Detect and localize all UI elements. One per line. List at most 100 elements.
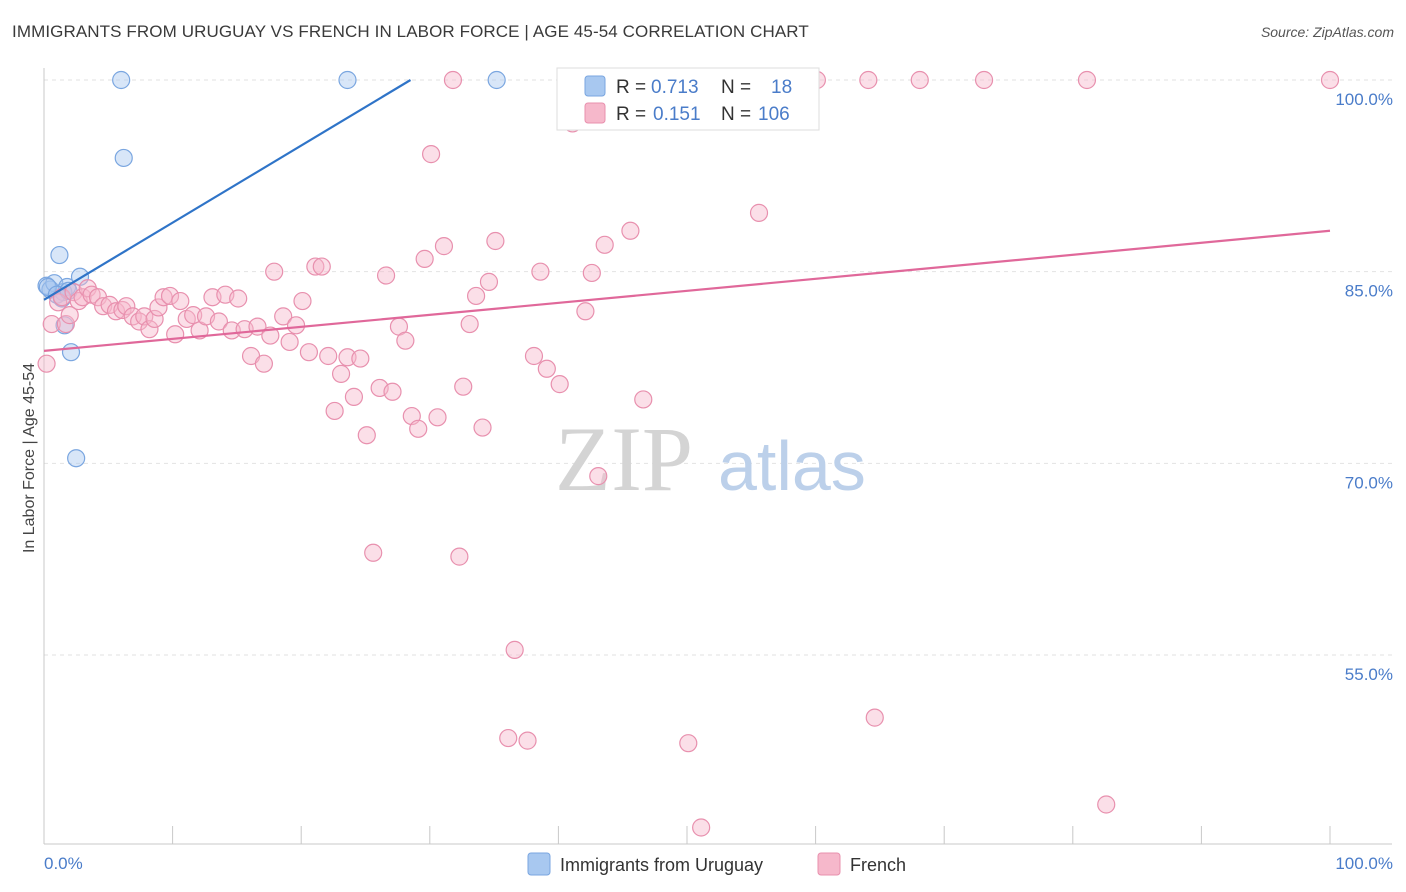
- point-french-35: [229, 289, 248, 308]
- point-french-79: [524, 346, 544, 366]
- point-french-5: [60, 306, 79, 325]
- point-french-64: [415, 249, 434, 268]
- point-uruguay-3: [50, 245, 69, 265]
- tick-labels: 100.0% 85.0% 70.0% 55.0% 0.0% 100.0%: [44, 90, 1393, 873]
- legend-r-label-2: R =: [616, 104, 646, 125]
- point-french-87: [589, 467, 608, 486]
- point-french-53: [344, 387, 364, 406]
- point-french-42: [274, 307, 293, 326]
- point-french-28: [184, 306, 203, 325]
- point-french-32: [209, 312, 228, 331]
- point-french-43: [280, 332, 299, 352]
- point-french-21: [145, 309, 164, 329]
- point-french-88: [595, 235, 614, 254]
- point-french-41: [265, 262, 284, 281]
- chart-title: IMMIGRANTS FROM URUGUAY VS FRENCH IN LAB…: [12, 22, 809, 41]
- point-french-91: [634, 390, 653, 409]
- point-french-18: [130, 312, 149, 331]
- y-tick-label-0: 100.0%: [1335, 90, 1393, 109]
- point-french-103: [1097, 795, 1116, 814]
- point-french-82: [550, 375, 569, 394]
- point-uruguay-10: [112, 70, 131, 90]
- point-french-50: [325, 401, 344, 421]
- point-french-72: [466, 286, 486, 306]
- y-tick-label-1: 85.0%: [1345, 282, 1393, 301]
- legend-n-value-1: 18: [771, 77, 792, 98]
- point-french-99: [865, 708, 884, 727]
- trend-line-uruguay: [43, 79, 412, 301]
- point-french-45: [293, 291, 312, 311]
- legend-swatch-uruguay: [584, 75, 606, 97]
- point-french-49: [319, 346, 338, 366]
- trend-lines: [43, 79, 1331, 352]
- point-french-78: [518, 731, 537, 750]
- point-french-1: [42, 314, 61, 334]
- legend-r-value-1: 0.713: [651, 77, 699, 98]
- point-french-85: [576, 302, 595, 321]
- watermark-atlas: atlas: [718, 427, 866, 505]
- point-french-71: [460, 314, 479, 334]
- point-french-52: [338, 348, 357, 367]
- point-french-75: [486, 231, 505, 251]
- point-uruguay-12: [338, 70, 357, 90]
- point-french-47: [306, 257, 325, 276]
- watermark-zip: ZIP: [555, 408, 693, 510]
- point-french-66: [428, 408, 447, 427]
- x-tick-label-max: 100.0%: [1335, 854, 1393, 873]
- point-french-24: [160, 286, 180, 306]
- point-french-76: [499, 728, 518, 748]
- legend-box: R = 0.713 N = 18 R = 0.151 N = 106: [556, 67, 820, 131]
- point-french-56: [364, 543, 383, 562]
- point-french-80: [531, 262, 550, 281]
- legend-r-label-1: R =: [616, 77, 646, 98]
- point-french-102: [1077, 70, 1097, 90]
- point-french-14: [106, 302, 126, 321]
- point-french-93: [692, 818, 711, 837]
- point-french-44: [286, 316, 306, 335]
- point-french-74: [479, 272, 499, 291]
- point-french-73: [473, 418, 492, 437]
- point-uruguay-7: [61, 343, 81, 362]
- point-french-63: [409, 419, 428, 438]
- bottom-legend-swatch-uruguay: [527, 852, 551, 876]
- point-french-104: [1320, 70, 1340, 90]
- point-french-16: [117, 297, 136, 316]
- bottom-legend-label-french: French: [850, 855, 906, 875]
- point-french-20: [140, 320, 159, 339]
- point-french-90: [621, 221, 640, 240]
- point-uruguay-6: [55, 316, 74, 335]
- legend-n-value-2: 106: [758, 104, 790, 125]
- legend-n-label-1: N =: [721, 77, 751, 98]
- trend-line-french: [43, 229, 1331, 352]
- point-french-70: [454, 377, 473, 396]
- legend-r-value-2: 0.151: [653, 104, 701, 125]
- point-french-92: [679, 734, 698, 753]
- point-french-6: [64, 283, 83, 302]
- legend-n-label-2: N =: [721, 104, 751, 125]
- point-french-65: [421, 145, 441, 164]
- y-tick-label-3: 55.0%: [1345, 665, 1393, 684]
- point-french-59: [383, 382, 402, 401]
- point-french-39: [254, 354, 274, 373]
- bottom-legend-label-uruguay: Immigrants from Uruguay: [560, 855, 763, 875]
- axes: [43, 68, 1392, 845]
- point-french-98: [859, 70, 878, 90]
- grid-lines: [44, 79, 1392, 656]
- point-french-58: [376, 266, 396, 285]
- point-french-68: [443, 70, 463, 90]
- point-french-77: [505, 640, 524, 659]
- point-french-61: [396, 331, 415, 350]
- point-french-67: [434, 237, 454, 256]
- y-tick-label-2: 70.0%: [1345, 473, 1393, 492]
- point-french-22: [149, 298, 168, 317]
- point-uruguay-8: [67, 449, 86, 468]
- data-points: [37, 70, 1340, 837]
- point-french-51: [331, 364, 351, 383]
- point-french-96: [749, 203, 769, 222]
- y-axis-label: In Labor Force | Age 45-54: [21, 363, 38, 553]
- point-french-81: [537, 359, 556, 378]
- point-french-26: [171, 291, 190, 311]
- point-french-0: [37, 354, 56, 373]
- point-french-101: [974, 70, 994, 90]
